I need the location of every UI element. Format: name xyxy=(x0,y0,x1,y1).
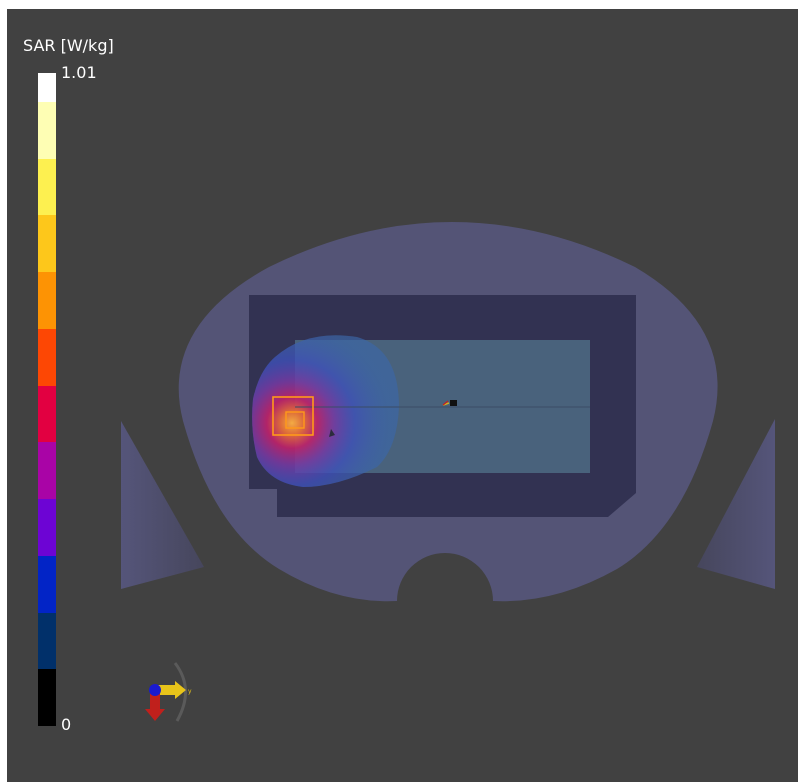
sar-scene[interactable]: y xyxy=(7,9,798,782)
zoom-scan-box-inner[interactable] xyxy=(285,411,305,429)
axis-y-label: y xyxy=(188,688,192,695)
colorbar-segment xyxy=(38,272,56,330)
colorbar-segment xyxy=(38,442,56,500)
colorbar-segment xyxy=(38,73,56,103)
colorbar-segment xyxy=(38,102,56,160)
colorbar-segment xyxy=(38,669,56,727)
colorbar-segment xyxy=(38,555,56,614)
zoom-scan-box-outer[interactable] xyxy=(272,396,314,436)
sar-hotspot-gradient xyxy=(252,335,399,487)
left-wing-shape xyxy=(121,421,204,589)
colorbar-segment xyxy=(38,328,56,387)
small-marker-icon xyxy=(329,429,335,437)
colorbar-segment xyxy=(38,499,56,557)
3d-viewport[interactable]: y SAR [W/kg] 1.01 0 xyxy=(7,9,798,782)
colorbar-segment xyxy=(38,215,56,273)
colorbar-min-label: 0 xyxy=(61,715,72,734)
sar-colorbar xyxy=(38,73,56,727)
axes-triad-icon[interactable] xyxy=(145,662,187,722)
right-wing-shape xyxy=(697,419,775,589)
source-marker-icon xyxy=(442,400,457,406)
colorbar-segment xyxy=(38,385,56,443)
colorbar-segment xyxy=(38,158,56,216)
colorbar-max-label: 1.01 xyxy=(61,63,97,82)
colorbar-segment xyxy=(38,612,56,670)
colorbar-title: SAR [W/kg] xyxy=(23,36,114,55)
